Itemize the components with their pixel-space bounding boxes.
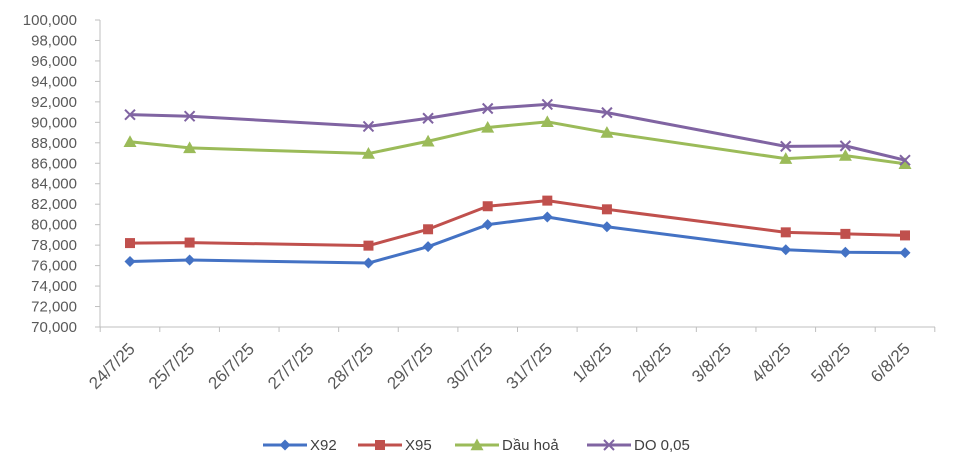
legend-item: DO 0,05 xyxy=(587,437,690,454)
data-point xyxy=(600,126,614,138)
legend-item: X95 xyxy=(358,437,432,454)
data-point xyxy=(780,227,791,238)
x-tick-label: 27/7/25 xyxy=(264,339,318,393)
x-tick-label: 5/8/25 xyxy=(807,339,854,386)
series-Dầu hoả xyxy=(123,115,912,169)
series-X92 xyxy=(124,211,911,269)
y-tick-label: 84,000 xyxy=(31,176,77,193)
data-point xyxy=(540,115,554,128)
y-tick-label: 90,000 xyxy=(31,114,77,131)
x-tick-label: 28/7/25 xyxy=(324,339,378,393)
data-point xyxy=(601,204,612,215)
data-point xyxy=(422,241,434,253)
y-axis-ticks: 70,000 72,000 74,000 76,000 78,000 80,000 82,0… xyxy=(23,12,100,336)
data-point xyxy=(123,135,137,147)
legend-marker xyxy=(603,439,615,451)
data-point xyxy=(423,224,434,235)
data-point xyxy=(780,140,792,153)
data-point xyxy=(899,154,911,166)
legend-label: X92 xyxy=(310,437,337,454)
legend: X92 X95 Dầu hoả DO 0,05 xyxy=(263,437,690,454)
data-point xyxy=(361,147,375,159)
y-tick-label: 96,000 xyxy=(31,53,77,70)
data-point xyxy=(840,228,851,239)
data-point xyxy=(541,98,554,111)
data-point xyxy=(482,219,494,231)
legend-marker xyxy=(279,439,291,451)
legend-label: DO 0,05 xyxy=(634,437,690,454)
data-point xyxy=(124,108,136,121)
x-tick-label: 6/8/25 xyxy=(867,339,914,386)
x-tick-label: 24/7/25 xyxy=(85,339,139,393)
data-point xyxy=(839,140,852,152)
data-point xyxy=(421,134,435,147)
data-point xyxy=(481,102,494,115)
y-tick-label: 78,000 xyxy=(31,237,77,254)
data-point xyxy=(183,141,197,154)
series-X95 xyxy=(125,195,910,251)
x-tick-label: 1/8/25 xyxy=(569,339,616,386)
data-point xyxy=(780,244,792,256)
data-point xyxy=(899,247,911,259)
y-tick-label: 98,000 xyxy=(31,32,77,49)
data-point xyxy=(481,120,495,133)
legend-marker xyxy=(470,438,484,451)
series-line xyxy=(129,120,906,166)
y-tick-label: 72,000 xyxy=(31,299,77,316)
y-tick-label: 70,000 xyxy=(31,319,77,336)
data-point xyxy=(541,211,553,223)
data-point xyxy=(838,149,852,161)
x-tick-label: 26/7/25 xyxy=(205,339,259,393)
x-axis-ticks: 24/7/25 25/7/25 26/7/25 27/7/25 28/7/25 29/7/… xyxy=(85,327,936,393)
data-point xyxy=(422,112,434,124)
legend-item: X92 xyxy=(263,437,337,454)
data-point xyxy=(362,257,374,269)
series-line xyxy=(129,215,906,265)
y-tick-label: 100,000 xyxy=(23,12,77,29)
legend-item: Dầu hoả xyxy=(455,437,559,454)
data-point xyxy=(124,256,136,268)
x-tick-label: 30/7/25 xyxy=(443,339,497,393)
data-point xyxy=(184,237,195,248)
axes xyxy=(99,20,935,328)
data-point xyxy=(362,120,375,133)
y-tick-label: 94,000 xyxy=(31,73,77,90)
y-tick-label: 92,000 xyxy=(31,94,77,111)
legend-label: X95 xyxy=(405,437,432,454)
data-point xyxy=(482,201,493,212)
y-tick-label: 82,000 xyxy=(31,196,77,213)
data-point xyxy=(601,221,613,233)
series-line xyxy=(129,199,906,248)
series-DO 0,05 xyxy=(124,98,911,166)
x-tick-label: 29/7/25 xyxy=(383,339,437,393)
data-point xyxy=(601,106,613,119)
data-point xyxy=(542,195,553,206)
data-point xyxy=(363,240,374,251)
y-tick-label: 74,000 xyxy=(31,278,77,295)
series-line xyxy=(129,102,906,162)
x-tick-label: 31/7/25 xyxy=(503,339,557,393)
data-point xyxy=(125,238,135,249)
data-point xyxy=(898,157,912,169)
x-tick-label: 4/8/25 xyxy=(748,339,795,386)
y-tick-label: 86,000 xyxy=(31,155,77,172)
y-tick-label: 88,000 xyxy=(31,135,77,152)
y-tick-label: 80,000 xyxy=(31,217,77,234)
legend-label: Dầu hoả xyxy=(502,437,559,454)
data-point xyxy=(839,246,851,258)
data-point xyxy=(183,110,196,122)
legend-marker xyxy=(375,440,385,450)
x-tick-label: 25/7/25 xyxy=(145,339,199,393)
x-tick-label: 2/8/25 xyxy=(629,339,676,386)
data-point xyxy=(900,230,910,241)
data-point xyxy=(184,254,196,266)
series-layer xyxy=(123,98,912,269)
x-tick-label: 3/8/25 xyxy=(688,339,735,386)
y-tick-label: 76,000 xyxy=(31,258,77,275)
data-point xyxy=(779,152,793,164)
